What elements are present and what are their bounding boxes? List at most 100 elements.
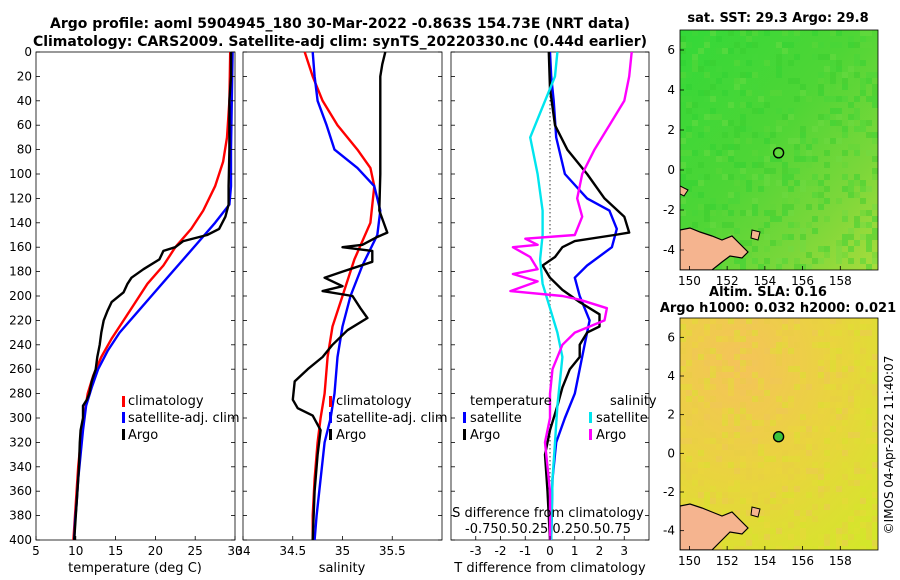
- map-cell: [740, 462, 746, 468]
- map-cell: [872, 234, 878, 240]
- map-cell: [788, 204, 794, 210]
- map-cell: [710, 438, 716, 444]
- map-cell: [842, 420, 848, 426]
- map-cell: [818, 402, 824, 408]
- map-cell: [872, 258, 878, 264]
- map-cell: [854, 432, 860, 438]
- map-cell: [740, 126, 746, 132]
- map-cell: [746, 222, 752, 228]
- map-cell: [716, 354, 722, 360]
- map-cell: [782, 210, 788, 216]
- map-cell: [692, 222, 698, 228]
- map-cell: [752, 372, 758, 378]
- map-cell: [770, 60, 776, 66]
- map-cell: [818, 342, 824, 348]
- series-line-argo: [291, 51, 389, 541]
- map-cell: [794, 96, 800, 102]
- map-cell: [740, 546, 746, 550]
- map-cell: [728, 192, 734, 198]
- map-cell: [782, 546, 788, 550]
- map-cell: [722, 444, 728, 450]
- map-cell: [782, 54, 788, 60]
- map-cell: [764, 156, 770, 162]
- map-cell: [794, 438, 800, 444]
- map-cell: [848, 144, 854, 150]
- map-cell: [746, 180, 752, 186]
- map-cell: [848, 324, 854, 330]
- map-cell: [854, 144, 860, 150]
- map-cell: [746, 210, 752, 216]
- map-cell: [818, 480, 824, 486]
- map-cell: [818, 468, 824, 474]
- map-cell: [680, 498, 686, 504]
- map-cell: [782, 468, 788, 474]
- legend-t-satellite-label: satellite: [470, 411, 522, 426]
- map-cell: [764, 546, 770, 550]
- map-cell: [776, 444, 782, 450]
- map-cell: [842, 360, 848, 366]
- map-cell: [710, 108, 716, 114]
- map-cell: [734, 180, 740, 186]
- map-cell: [782, 192, 788, 198]
- map-cell: [842, 528, 848, 534]
- map-cell: [686, 396, 692, 402]
- map-cell: [860, 84, 866, 90]
- map-cell: [692, 402, 698, 408]
- map-y-tick-label: -2: [663, 485, 675, 499]
- map-cell: [746, 414, 752, 420]
- map-cell: [752, 132, 758, 138]
- map-cell: [764, 102, 770, 108]
- map-cell: [806, 252, 812, 258]
- map-cell: [734, 486, 740, 492]
- map-cell: [836, 156, 842, 162]
- map-cell: [710, 198, 716, 204]
- map-cell: [758, 108, 764, 114]
- map-cell: [710, 222, 716, 228]
- map-cell: [728, 30, 734, 36]
- map-cell: [842, 252, 848, 258]
- map-cell: [782, 42, 788, 48]
- map-cell: [740, 72, 746, 78]
- map-cell: [734, 60, 740, 66]
- map-cell: [800, 468, 806, 474]
- map-cell: [698, 192, 704, 198]
- map-cell: [860, 348, 866, 354]
- map-cell: [866, 522, 872, 528]
- map-cell: [770, 216, 776, 222]
- map-cell: [764, 456, 770, 462]
- map-cell: [710, 210, 716, 216]
- map-cell: [710, 492, 716, 498]
- map-cell: [800, 234, 806, 240]
- map-cell: [866, 120, 872, 126]
- map-cell: [806, 138, 812, 144]
- map-cell: [722, 408, 728, 414]
- series-line-s-satellite: [529, 51, 564, 541]
- map-cell: [722, 90, 728, 96]
- map-cell: [746, 90, 752, 96]
- map-cell: [794, 222, 800, 228]
- map-cell: [848, 228, 854, 234]
- map-cell: [770, 432, 776, 438]
- map-cell: [866, 498, 872, 504]
- map-cell: [740, 78, 746, 84]
- map-cell: [800, 372, 806, 378]
- map-cell: [836, 372, 842, 378]
- map-cell: [740, 336, 746, 342]
- map-cell: [728, 462, 734, 468]
- map-cell: [818, 42, 824, 48]
- legend-salinity-title: salinity: [610, 394, 657, 409]
- x-tick-label: 0: [546, 544, 554, 558]
- map-cell: [836, 408, 842, 414]
- map-cell: [842, 540, 848, 546]
- map-cell: [788, 492, 794, 498]
- map-cell: [788, 456, 794, 462]
- map-cell: [800, 138, 806, 144]
- map-cell: [812, 504, 818, 510]
- map-cell: [854, 108, 860, 114]
- map-cell: [854, 192, 860, 198]
- map-x-tick-label: 158: [829, 554, 852, 568]
- map-cell: [872, 444, 878, 450]
- map-cell: [866, 318, 872, 324]
- map-cell: [800, 186, 806, 192]
